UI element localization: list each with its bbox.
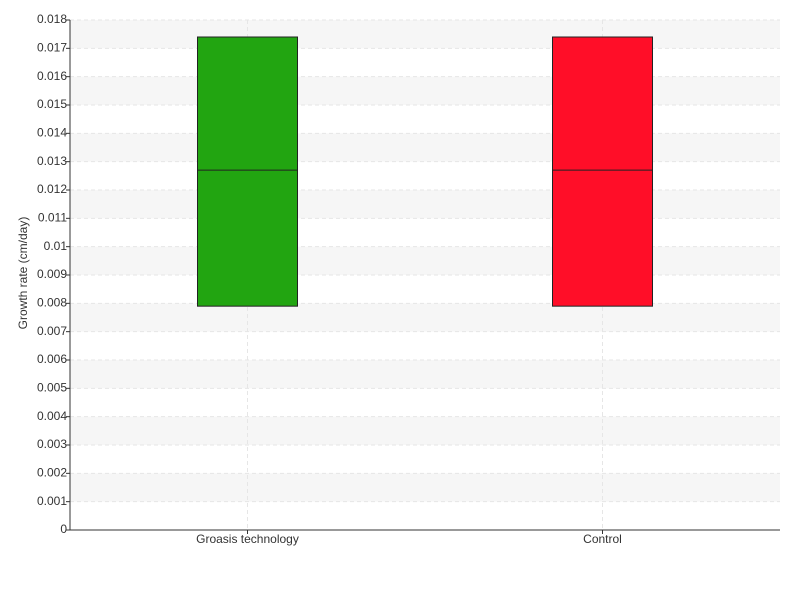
y-tick-label: 0.016 [37, 69, 67, 83]
y-tick-label: 0.001 [37, 494, 67, 508]
y-tick-label: 0.004 [37, 409, 67, 423]
y-tick-label: 0.012 [37, 182, 67, 196]
y-tick-label: 0.011 [38, 211, 67, 225]
y-axis-label: Growth rate (cm/day) [16, 217, 30, 330]
grid-band [70, 360, 780, 389]
grid-band [70, 76, 780, 105]
box [552, 36, 653, 307]
y-tick-label: 0.003 [37, 437, 67, 451]
y-tick-label: 0.007 [37, 324, 67, 338]
y-tick-label: 0.015 [37, 97, 67, 111]
y-tick-label: 0.014 [37, 126, 67, 140]
grid-band [70, 303, 780, 332]
y-tick-label: 0 [60, 522, 67, 536]
grid-band [70, 473, 780, 502]
y-tick-label: 0.005 [37, 381, 67, 395]
grid-band [70, 246, 780, 275]
y-tick-label: 0.006 [37, 352, 67, 366]
y-tick-label: 0.009 [37, 267, 67, 281]
y-tick-label: 0.018 [37, 12, 67, 26]
grid-band [70, 190, 780, 219]
y-tick-label: 0.01 [44, 239, 68, 253]
y-tick-label: 0.017 [37, 41, 67, 55]
x-tick-label: Groasis technology [196, 532, 299, 546]
y-tick-label: 0.013 [37, 154, 67, 168]
box [197, 36, 298, 307]
grid-band [70, 416, 780, 445]
grid-band [70, 133, 780, 162]
y-tick-label: 0.008 [37, 296, 67, 310]
y-tick-label: 0.002 [37, 466, 67, 480]
grid-band [70, 20, 780, 49]
x-tick-label: Control [583, 532, 622, 546]
